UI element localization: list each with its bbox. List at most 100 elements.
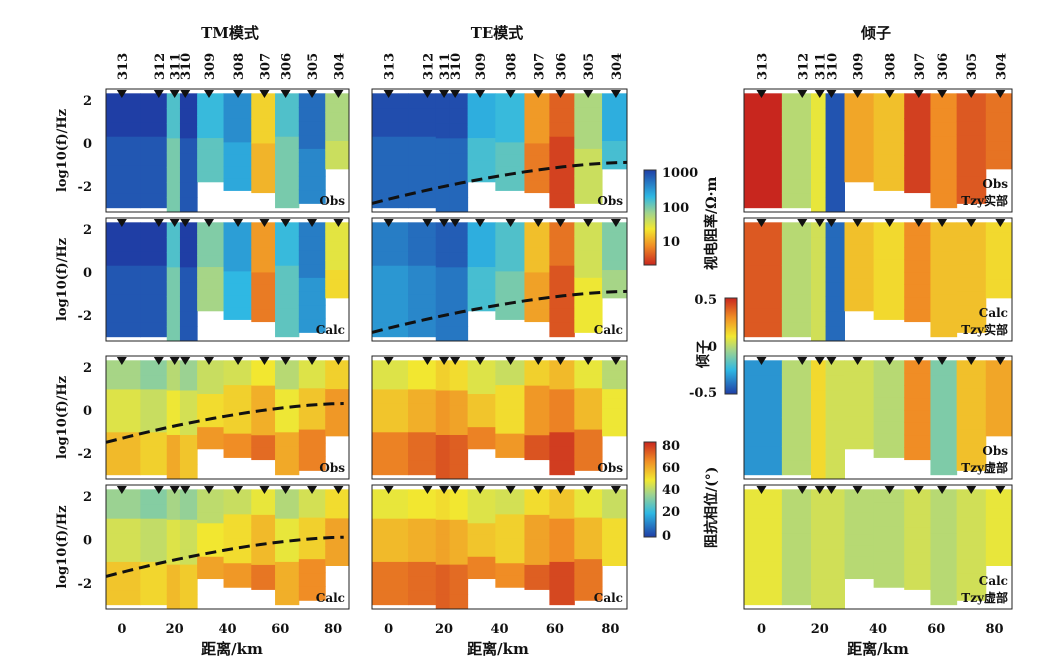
cell-310 [449, 434, 469, 450]
cell-304 [602, 241, 628, 252]
cell-304 [602, 269, 628, 280]
cell-312 [781, 403, 812, 418]
cell-306 [275, 293, 300, 309]
cell-304 [602, 360, 628, 371]
cell-307 [524, 142, 550, 156]
cell-308 [873, 234, 905, 248]
cell-304 [325, 102, 350, 113]
cell-313 [744, 431, 783, 447]
station-marker-306 [937, 486, 948, 494]
cell-312 [140, 417, 168, 433]
cell-312 [140, 575, 168, 591]
cell-305 [956, 442, 987, 458]
cell-309 [844, 545, 875, 557]
panel-label-calc: Calc [594, 591, 623, 605]
cell-311 [435, 504, 451, 520]
cell-308 [223, 154, 252, 167]
cell-309 [467, 545, 496, 557]
cell-309 [197, 159, 225, 172]
cell-306 [275, 222, 300, 238]
station-label-310: 310 [825, 53, 840, 80]
panel-倾子-row1: Obs Tzy实部 [743, 88, 1013, 213]
station-marker-306 [555, 486, 566, 494]
cell-304 [985, 369, 1013, 380]
cell-309 [844, 522, 875, 535]
cell-313 [744, 417, 783, 433]
station-marker-313 [756, 219, 767, 227]
cell-307 [251, 222, 276, 236]
cell-312 [140, 360, 168, 376]
cell-304 [325, 121, 350, 132]
cell-308 [495, 222, 525, 235]
cell-310 [825, 504, 845, 520]
station-label-304: 304 [994, 53, 1009, 80]
cell-310 [449, 579, 469, 595]
cell-313 [744, 164, 783, 180]
panel-label-calc: Calc [979, 306, 1008, 320]
cell-312 [781, 293, 812, 309]
station-marker-306 [937, 219, 948, 227]
cell-308 [223, 222, 252, 235]
panel-TM模式-row3: Obs [105, 355, 350, 480]
station-label-311: 311 [438, 53, 453, 80]
cell-313 [372, 308, 409, 323]
cell-305 [956, 415, 987, 430]
cell-305 [574, 175, 603, 191]
cell-311 [435, 434, 451, 450]
panel-倾子-row2: Calc Tzy实部 [743, 217, 1013, 342]
cell-308 [223, 433, 252, 446]
cell-310 [449, 519, 469, 535]
cell-306 [549, 403, 575, 418]
cell-312 [781, 107, 812, 123]
cell-305 [298, 544, 326, 560]
panel-倾子-row4: Calc Tzy虚部 [743, 484, 1013, 610]
cell-309 [844, 299, 875, 312]
cell-305 [298, 429, 326, 444]
station-marker-312 [422, 357, 433, 365]
cell-311 [435, 549, 451, 565]
cell-310 [179, 222, 198, 238]
cell-308 [223, 562, 252, 576]
cell-305 [298, 134, 326, 149]
cell-311 [435, 326, 451, 342]
cell-308 [495, 372, 525, 386]
cell-307 [904, 167, 931, 181]
cell-313 [744, 503, 783, 519]
station-marker-309 [852, 357, 863, 365]
station-label-310: 310 [179, 53, 194, 80]
station-label-306: 306 [280, 53, 295, 80]
station-label-309: 309 [852, 53, 867, 80]
station-label-307: 307 [532, 53, 547, 80]
cell-312 [140, 532, 168, 548]
station-marker-304 [333, 90, 344, 98]
cell-307 [251, 247, 276, 261]
cell-304 [985, 527, 1013, 538]
cb-rho-tick-1000: 1000 [662, 166, 698, 181]
cell-308 [873, 105, 905, 119]
cell-306 [930, 446, 958, 461]
cell-309 [197, 266, 225, 279]
y-tick--2: -2 [78, 180, 92, 195]
cell-305 [574, 401, 603, 416]
station-marker-304 [610, 486, 621, 494]
cell-306 [275, 164, 300, 180]
cell-308 [223, 360, 252, 373]
cell-312 [408, 121, 437, 137]
cell-304 [985, 508, 1013, 519]
y-axis-label: log10(f)/Hz [55, 505, 70, 588]
cell-310 [179, 534, 198, 550]
cell-312 [781, 150, 812, 166]
cell-313 [744, 561, 783, 577]
cell-308 [873, 526, 905, 539]
cell-306 [275, 417, 300, 433]
cell-304 [325, 498, 350, 509]
cell-306 [930, 431, 958, 447]
cell-308 [495, 360, 525, 373]
cell-306 [930, 308, 958, 323]
cell-311 [811, 251, 827, 268]
cell-305 [956, 304, 987, 320]
cell-306 [275, 121, 300, 137]
y-tick-2: 2 [83, 490, 92, 505]
cell-309 [844, 137, 875, 150]
cell-306 [930, 107, 958, 123]
